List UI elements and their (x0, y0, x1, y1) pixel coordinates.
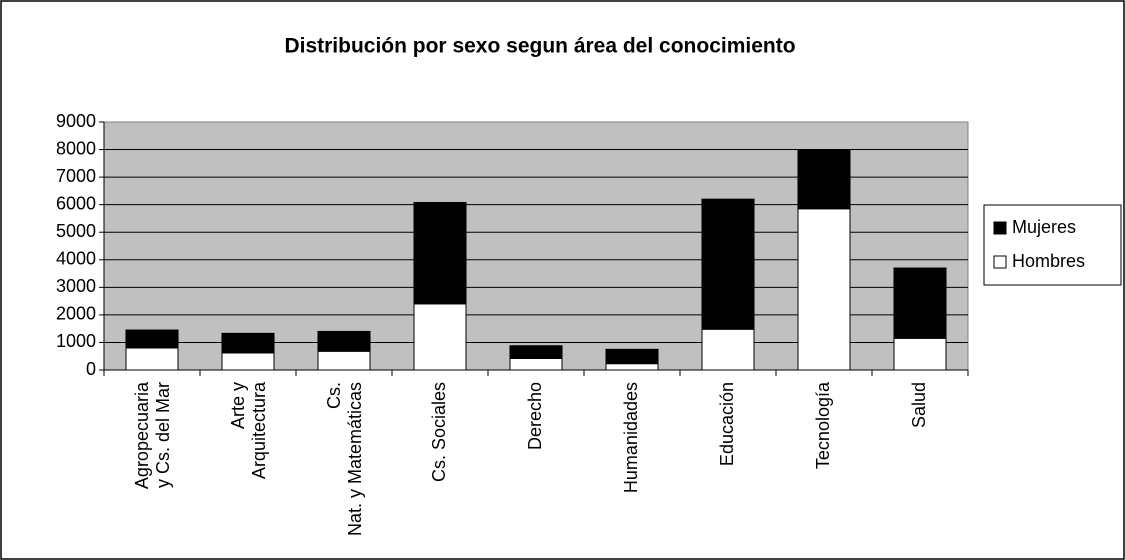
legend-label: Mujeres (1012, 217, 1076, 237)
y-tick-label: 2000 (56, 304, 96, 324)
bar-segment (125, 347, 179, 371)
y-tick-label: 6000 (56, 193, 96, 213)
bar-segment (893, 337, 947, 371)
x-tick-label: Derecho (525, 382, 545, 450)
legend-label: Hombres (1012, 251, 1085, 271)
legend-box (983, 204, 1122, 286)
y-tick-label: 4000 (56, 249, 96, 269)
bar-segment (509, 345, 563, 359)
bar-segment (221, 352, 275, 371)
x-tick-label: Agropecuariay Cs. del Mar (132, 381, 173, 489)
bar-segment (413, 303, 467, 371)
x-tick-label: Humanidades (621, 382, 641, 493)
bar-segment (317, 330, 371, 352)
bar-segment (413, 201, 467, 305)
y-tick-label: 7000 (56, 166, 96, 186)
y-tick-label: 9000 (56, 111, 96, 131)
legend-swatch (993, 221, 1007, 235)
y-tick-label: 1000 (56, 331, 96, 351)
chart-title: Distribución por sexo segun área del con… (284, 35, 795, 58)
bar-segment (797, 208, 851, 371)
x-tick-label: Tecnología (813, 381, 833, 469)
bar-segment (701, 328, 755, 371)
bar-segment (701, 198, 755, 330)
y-tick-label: 0 (86, 359, 96, 379)
bar-segment (509, 357, 563, 371)
bar-segment (605, 363, 659, 371)
y-tick-label: 3000 (56, 276, 96, 296)
y-tick-label: 5000 (56, 221, 96, 241)
bar-segment (797, 149, 851, 210)
y-tick-label: 8000 (56, 138, 96, 158)
bar-segment (605, 348, 659, 365)
x-tick-label: Arte yArquitectura (228, 381, 269, 479)
bar-segment (893, 267, 947, 339)
bar-segment (317, 350, 371, 371)
bar-segment (221, 332, 275, 354)
bar-segment (125, 329, 179, 349)
x-tick-label: Educación (717, 382, 737, 466)
legend-swatch (993, 255, 1007, 269)
x-tick-label: Salud (909, 382, 929, 428)
x-tick-label: Cs. Sociales (429, 382, 449, 482)
x-tick-label: Cs.Nat. y Matemáticas (324, 382, 365, 536)
